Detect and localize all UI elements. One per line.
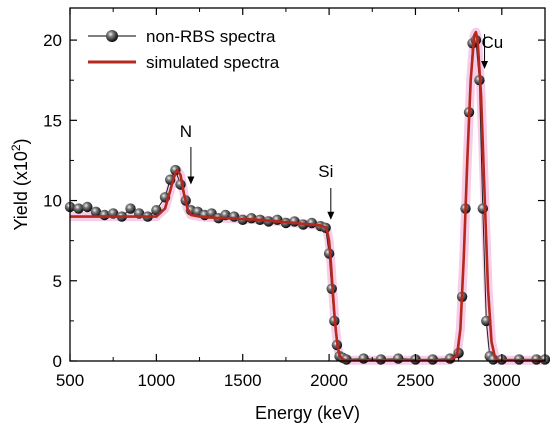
plot-frame [69,7,546,362]
y-axis-title: Yield (x102) [9,138,31,230]
x-tick-label: 1000 [137,371,175,390]
y-axis-title-main: Yield (x10 [11,151,31,230]
data-point [82,201,93,213]
annotation-si-label: Si [318,162,333,181]
data-point [73,203,84,214]
annotations: N Si Cu [180,33,504,220]
data-point [125,203,136,214]
data-point [393,353,404,364]
legend-label-simulated: simulated spectra [146,53,280,72]
simulated-spectra-halo [70,27,545,365]
data-point [358,353,369,364]
x-tick-label: 1500 [224,371,262,390]
simulated-spectra-line [70,30,545,362]
y-axis-title-close: ) [11,138,31,144]
y-tick-label: 0 [53,352,62,371]
y-tick-label: 15 [43,111,62,130]
legend: non-RBS spectra simulated spectra [88,27,280,72]
data-point [90,206,102,217]
data-point [99,209,110,221]
x-axis-title: Energy (keV) [255,403,360,423]
legend-swatch-marker-non-rbs [106,30,118,42]
annotation-cu-arrowhead [481,60,489,69]
annotation-n-arrowhead [187,176,195,185]
x-tick-label: 500 [56,371,84,390]
y-tick-label: 5 [53,272,62,291]
x-tick-label: 3000 [483,371,521,390]
non-rbs-spectra-markers [64,34,550,365]
annotation-n-label: N [180,122,192,141]
x-tick-label: 2000 [310,371,348,390]
x-tick-label: 2500 [397,371,435,390]
y-tick-label: 10 [43,192,62,211]
y-axis-title-superscript: 2 [9,144,23,151]
y-tick-label: 20 [43,31,62,50]
annotation-cu-label: Cu [482,33,504,52]
plot-area: 500 1000 1500 2000 2500 3000 0 5 10 15 20 [43,7,550,390]
annotation-si-arrowhead [327,211,335,220]
legend-label-non-rbs: non-RBS spectra [146,27,276,46]
